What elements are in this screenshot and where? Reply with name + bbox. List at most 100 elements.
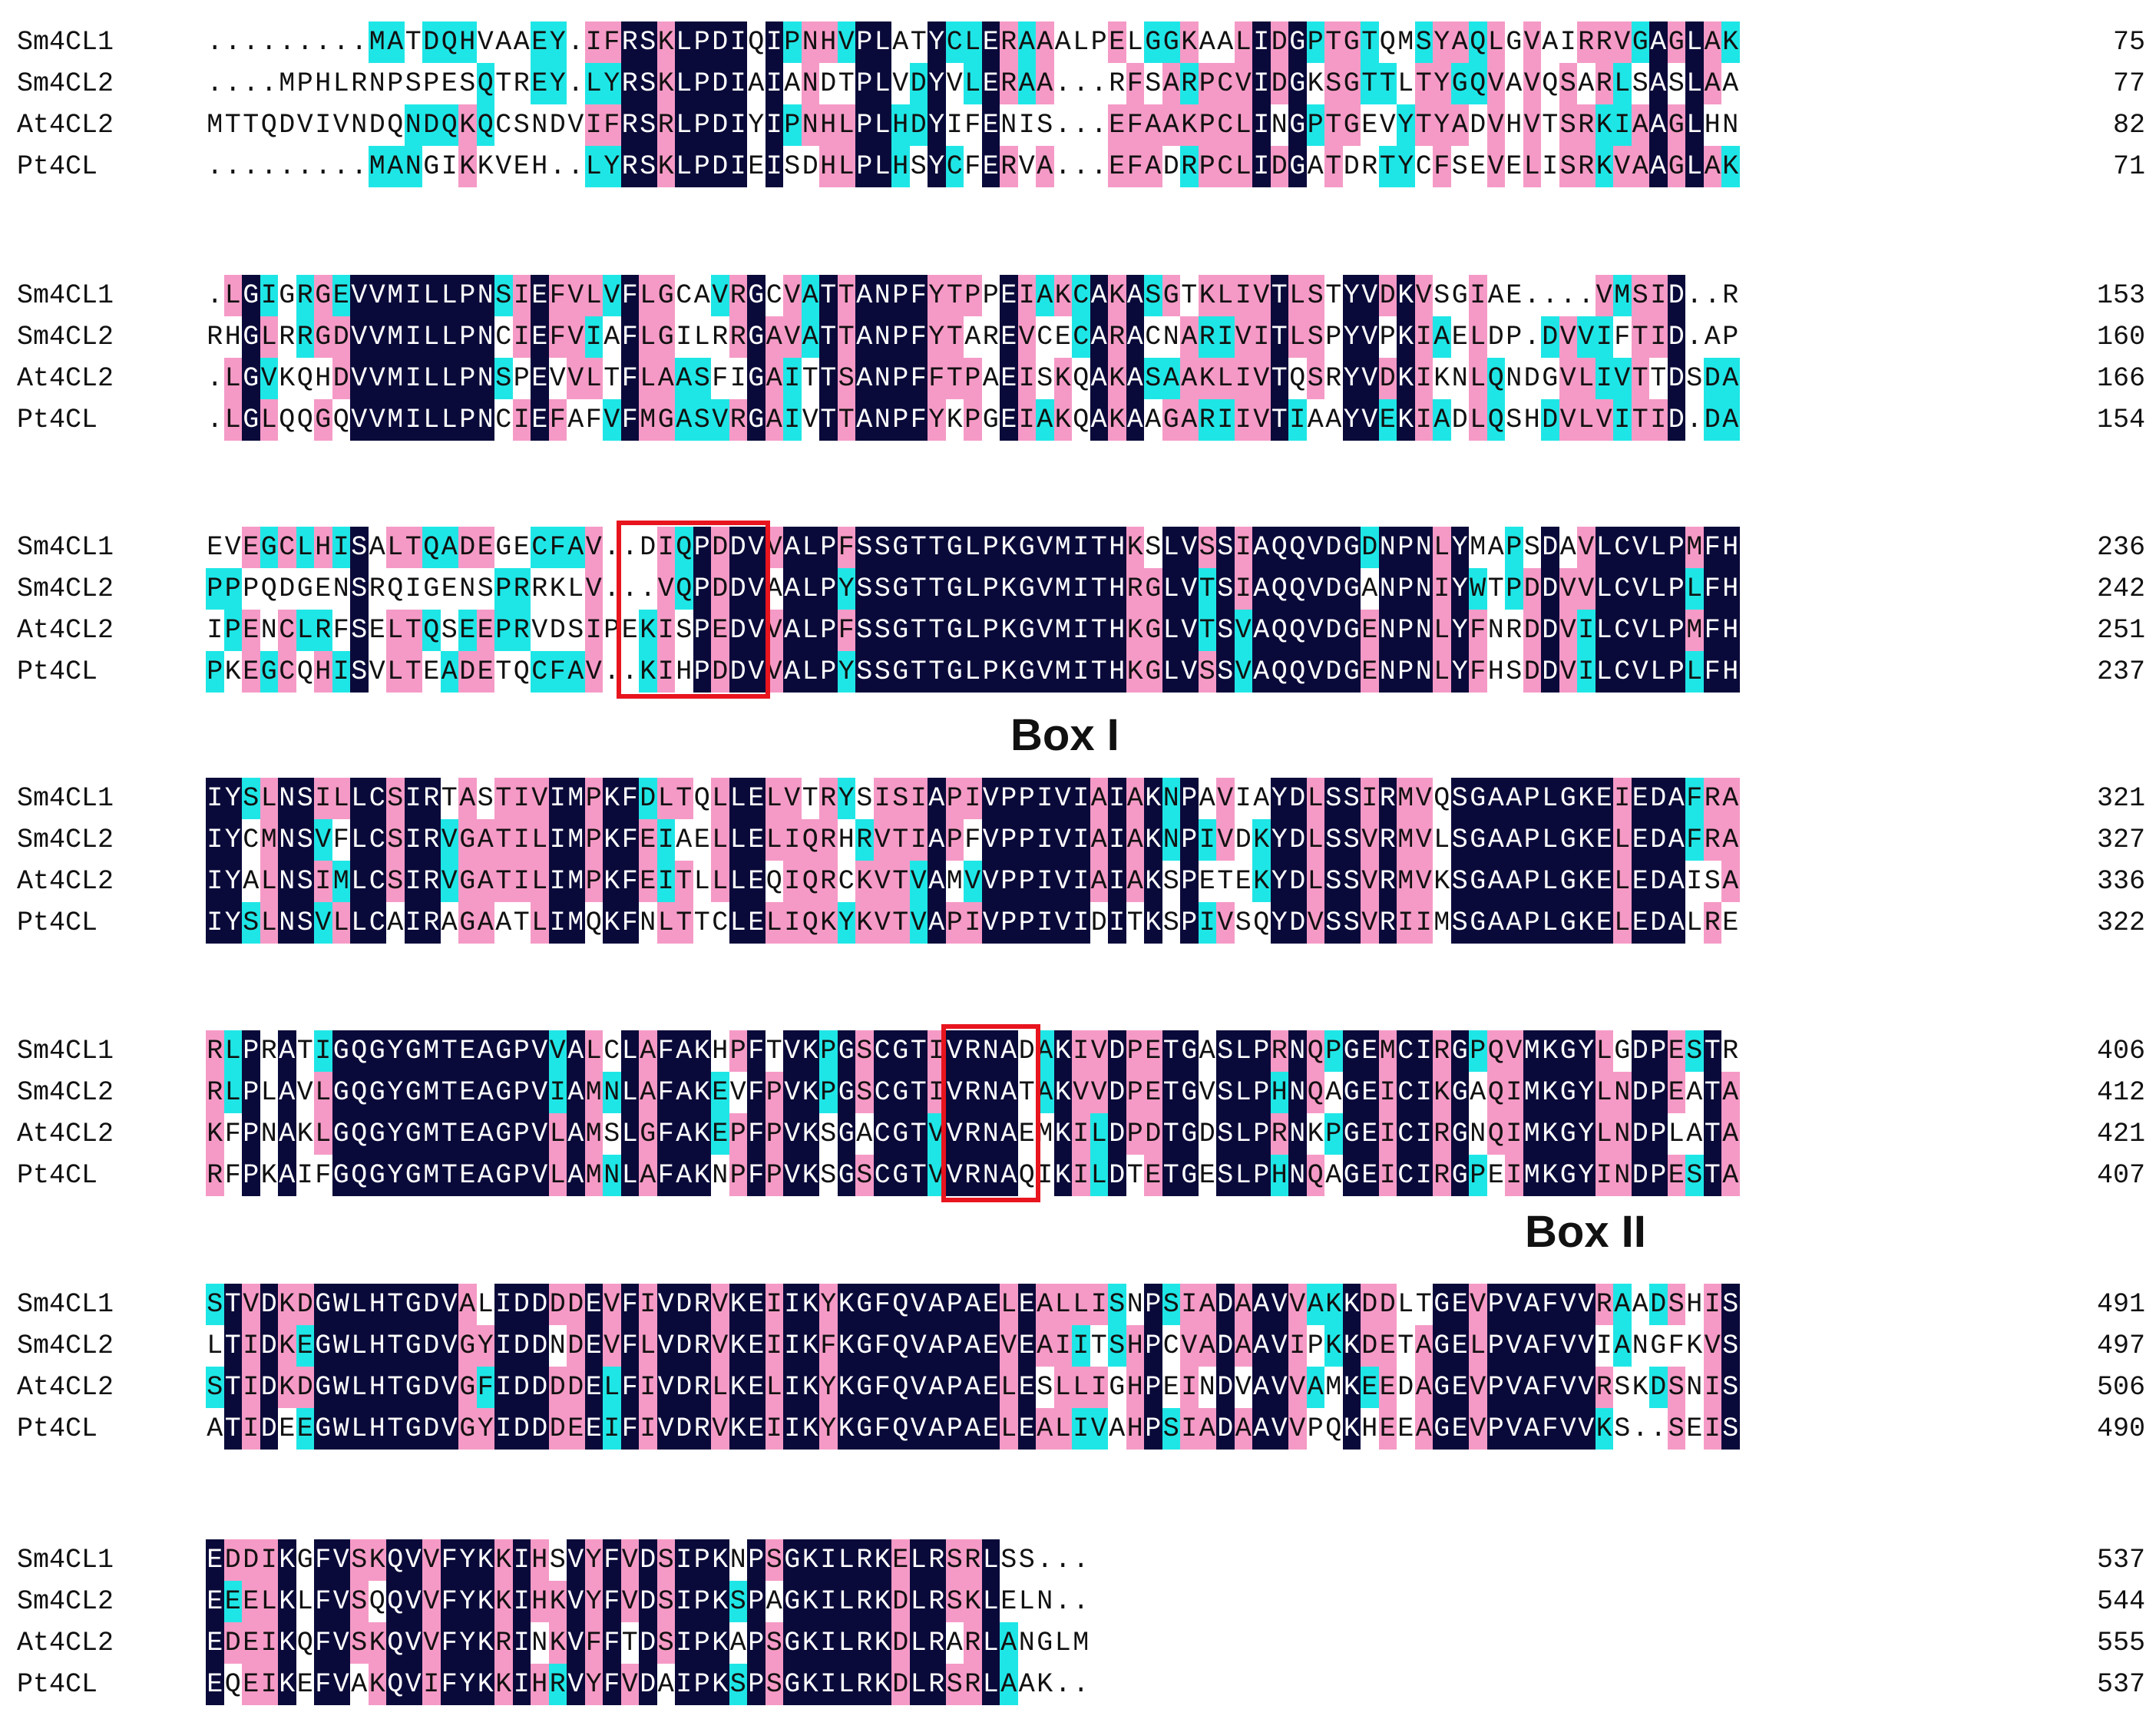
- residue: V: [1090, 1072, 1108, 1113]
- residue: F: [909, 275, 928, 316]
- residue: M: [1523, 1113, 1541, 1155]
- residue: R: [928, 1539, 946, 1581]
- residue: P: [1000, 819, 1018, 861]
- residue: P: [1667, 651, 1685, 693]
- residue: A: [928, 819, 946, 861]
- residue: I: [1414, 1030, 1433, 1072]
- residue: K: [693, 1030, 711, 1072]
- residue: L: [1288, 275, 1307, 316]
- residue: I: [1703, 1284, 1721, 1325]
- residue: F: [656, 1113, 675, 1155]
- residue: Y: [1577, 1030, 1596, 1072]
- residue: I: [1036, 819, 1054, 861]
- residue: S: [639, 21, 657, 63]
- residue: D: [1324, 651, 1343, 693]
- residue: L: [1577, 358, 1596, 399]
- residue: R: [351, 68, 368, 99]
- residue: E: [476, 610, 494, 651]
- residue: K: [1397, 275, 1415, 316]
- residue: A: [1017, 21, 1036, 63]
- residue: A: [441, 907, 458, 938]
- residue: Q: [693, 783, 710, 814]
- residue: I: [260, 1539, 278, 1581]
- residue: S: [856, 783, 873, 814]
- residue: V: [549, 363, 566, 394]
- residue: S: [477, 783, 494, 814]
- residue: Q: [513, 656, 530, 687]
- residue: A: [1144, 104, 1162, 146]
- residue: C: [873, 1030, 891, 1072]
- residue: D: [1216, 1408, 1235, 1450]
- residue: I: [315, 110, 332, 140]
- residue: P: [1667, 568, 1685, 610]
- residue: I: [656, 651, 675, 693]
- residue: P: [945, 1284, 964, 1325]
- residue: V: [909, 902, 928, 944]
- residue: .: [567, 151, 584, 182]
- residue: L: [350, 1284, 369, 1325]
- residue: G: [855, 1408, 874, 1450]
- residue: H: [531, 151, 548, 182]
- residue: N: [1037, 1586, 1053, 1617]
- residue: I: [1686, 866, 1703, 897]
- residue: C: [712, 907, 729, 938]
- residue: V: [440, 1408, 458, 1450]
- residue: G: [404, 1113, 422, 1155]
- residue: C: [1415, 151, 1432, 182]
- residue: C: [873, 1072, 891, 1113]
- residue: R: [964, 1113, 982, 1155]
- residue: A: [946, 1628, 963, 1658]
- residue: I: [1072, 568, 1090, 610]
- residue: D: [891, 1622, 910, 1664]
- residue: V: [440, 1284, 458, 1325]
- residue: Y: [1342, 275, 1361, 316]
- residue: S: [1506, 656, 1523, 687]
- residue: I: [1108, 861, 1126, 902]
- residue: Q: [387, 110, 404, 140]
- residue: P: [747, 1581, 766, 1622]
- residue: H: [314, 527, 332, 568]
- residue: L: [440, 358, 458, 399]
- residue: V: [350, 358, 369, 399]
- residue: P: [243, 574, 260, 604]
- residue: Y: [223, 778, 242, 819]
- residue: Q: [279, 405, 296, 435]
- residue: T: [819, 358, 838, 399]
- residue: G: [332, 1030, 350, 1072]
- residue: Y: [837, 902, 855, 944]
- residue: S: [1324, 819, 1343, 861]
- residue: A: [639, 1155, 657, 1196]
- residue: L: [1433, 527, 1451, 568]
- residue: F: [1541, 1325, 1559, 1367]
- residue: H: [531, 1539, 549, 1581]
- residue: K: [729, 1325, 747, 1367]
- residue: A: [1198, 1408, 1216, 1450]
- residue: P: [1144, 1284, 1162, 1325]
- residue: I: [964, 902, 982, 944]
- residue: F: [620, 316, 639, 358]
- residue: G: [1342, 21, 1361, 63]
- residue: M: [1433, 907, 1450, 938]
- residue: G: [1342, 63, 1361, 104]
- residue: N: [1378, 527, 1397, 568]
- residue: G: [1144, 21, 1162, 63]
- residue: I: [512, 1539, 531, 1581]
- residue: K: [1053, 1113, 1072, 1155]
- residue: E: [1450, 1408, 1469, 1450]
- residue: E: [206, 1622, 224, 1664]
- residue: I: [1072, 902, 1090, 944]
- residue: C: [368, 778, 386, 819]
- residue: V: [531, 615, 548, 646]
- residue: A: [1505, 861, 1523, 902]
- residue: L: [1541, 861, 1559, 902]
- residue: A: [855, 275, 874, 316]
- residue: .: [621, 532, 638, 563]
- residue: F: [1469, 610, 1487, 651]
- residue: I: [512, 316, 531, 358]
- residue: R: [1378, 778, 1397, 819]
- residue: L: [837, 1539, 855, 1581]
- residue: Q: [369, 1586, 385, 1617]
- residue: Y: [386, 1113, 405, 1155]
- residue: V: [981, 861, 1000, 902]
- residue: F: [1126, 63, 1144, 104]
